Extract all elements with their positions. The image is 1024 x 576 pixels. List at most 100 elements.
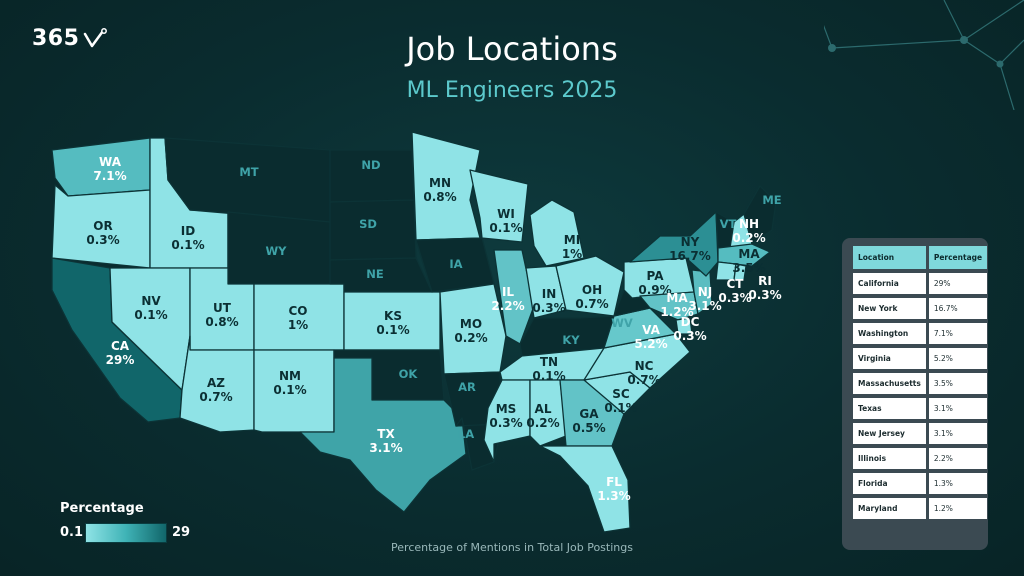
state-value-nj: 3.1% [688,299,721,313]
table-row: California 29% [853,273,988,294]
state-label-ca: CA [111,339,130,353]
state-label-ri: RI [758,274,772,288]
state-fl [539,445,631,533]
table-cell-percentage: 1.3% [928,473,988,494]
state-label-al: AL [535,402,552,416]
state-value-mo: 0.2% [454,331,487,345]
state-label-oh: OH [582,283,602,297]
label-wv: WV [611,316,633,330]
state-value-nm: 0.1% [273,383,306,397]
table-cell-percentage: 3.1% [928,398,988,419]
state-ma-ne [717,243,771,267]
table-row: New Jersey 3.1% [853,423,988,444]
brand-logo: 365 [32,26,109,51]
state-value-id: 0.1% [171,238,204,252]
state-label-tx: TX [377,427,395,441]
logo-text: 365 [32,26,80,51]
table-cell-percentage: 3.5% [928,373,988,394]
state-value-mi: 1% [562,247,582,261]
header-location: Location [853,246,926,269]
state-oh [555,255,625,317]
state-value-wa: 7.1% [93,169,126,183]
state-value-nc: 0.7% [627,373,660,387]
table-cell-percentage: 29% [928,273,988,294]
state-label-id: ID [181,224,195,238]
state-value-ut: 0.8% [205,315,238,329]
header-percentage: Percentage [928,246,988,269]
state-label-il: IL [502,285,514,299]
table-cell-location: New York [853,298,926,319]
state-label-va: VA [642,323,660,337]
state-label-ny: NY [681,235,700,249]
table-cell-location: Illinois [853,448,926,469]
state-value-tx: 3.1% [369,441,402,455]
state-mo [439,283,507,375]
state-value-ct: 0.3% [718,291,751,305]
label-nd: ND [361,158,380,172]
state-md [639,291,699,321]
table-cell-location: Texas [853,398,926,419]
table-cell-percentage: 7.1% [928,323,988,344]
state-value-fl: 1.3% [597,489,630,503]
state-value-il: 2.2% [491,299,524,313]
state-ri [733,263,747,281]
state-value-az: 0.7% [199,390,232,404]
state-nm [253,349,335,433]
state-label-pa: PA [647,269,665,283]
table-row: Washington 7.1% [853,323,988,344]
state-label-wi: WI [497,207,515,221]
state-value-ri: 0.3% [748,288,781,302]
state-value-ma: 3.5% [732,261,765,275]
table-cell-percentage: 2.2% [928,448,988,469]
state-value-pa: 0.9% [638,283,671,297]
state-label-in: IN [542,287,557,301]
state-il [493,249,535,345]
state-label-ma: MA [666,291,688,305]
state-label-mi: MI [564,233,580,247]
state-label-nj: NJ [698,285,713,299]
state-label-nc: NC [635,359,654,373]
state-value-ny: 16.7% [669,249,711,263]
legend-gradient-bar [85,523,167,543]
table-cell-location: California [853,273,926,294]
table-row: Florida 1.3% [853,473,988,494]
table-row: Maryland 1.2% [853,498,988,519]
label-ar: AR [458,380,476,394]
state-mt [164,137,331,223]
table-row: Virginia 5.2% [853,348,988,369]
label-ok: OK [399,367,419,381]
legend-max-value: 29 [172,525,191,540]
state-label-nh: NH [739,217,759,231]
table-cell-location: Virginia [853,348,926,369]
table-cell-location: New Jersey [853,423,926,444]
label-me: ME [762,193,781,207]
state-mn [411,131,481,241]
state-value-sc: 0.1% [604,401,637,415]
network-decoration [824,0,1024,110]
state-value-mn: 0.8% [423,190,456,204]
state-label-nv: NV [141,294,161,308]
state-label-ks: KS [384,309,402,323]
label-ia: IA [449,257,462,271]
state-label-ma: MA [738,247,760,261]
state-label-ms: MS [496,402,517,416]
table-row: Illinois 2.2% [853,448,988,469]
table-cell-location: Maryland [853,498,926,519]
state-value-va: 5.2% [634,337,667,351]
state-value-ma: 1.2% [660,305,693,319]
state-label-ct: CT [727,277,745,291]
state-value-or: 0.3% [86,233,119,247]
label-la: LA [458,427,474,441]
table-cell-percentage: 1.2% [928,498,988,519]
table-cell-location: Florida [853,473,926,494]
label-wy: WY [265,244,287,258]
state-tx [299,357,467,513]
top-locations-table-panel: Location Percentage California 29% New Yor… [842,238,988,550]
label-vt: VT [720,217,737,231]
state-value-ga: 0.5% [572,421,605,435]
table-row: New York 16.7% [853,298,988,319]
page-title: Job Locations [406,30,618,68]
state-value-dc: 0.3% [673,329,706,343]
table-cell-percentage: 5.2% [928,348,988,369]
